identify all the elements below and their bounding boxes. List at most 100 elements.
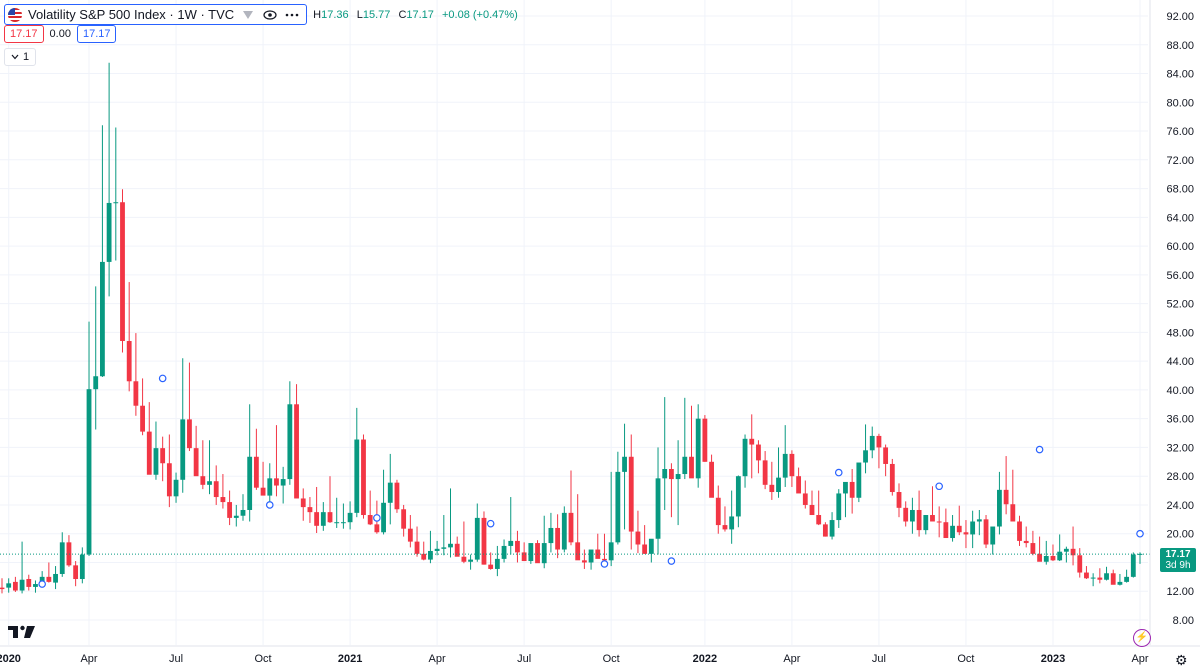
candle bbox=[548, 512, 554, 553]
y-tick-label: 40.00 bbox=[1166, 385, 1194, 397]
candle-body bbox=[762, 460, 768, 485]
candle bbox=[173, 472, 179, 503]
candle bbox=[976, 509, 982, 536]
candle-body bbox=[461, 556, 467, 562]
candle-body bbox=[193, 448, 199, 477]
event-marker bbox=[158, 374, 167, 383]
candle bbox=[253, 428, 259, 490]
gear-icon[interactable]: ⚙ bbox=[1175, 652, 1188, 668]
tradingview-logo-icon[interactable] bbox=[8, 624, 36, 644]
candle-body bbox=[983, 519, 989, 545]
event-marker bbox=[486, 519, 495, 528]
candle-body bbox=[1003, 489, 1009, 505]
y-tick-label: 8.00 bbox=[1173, 615, 1194, 627]
candle-body bbox=[1063, 548, 1069, 552]
y-tick-label: 52.00 bbox=[1166, 299, 1194, 311]
x-tick-label: 2021 bbox=[338, 653, 362, 665]
candle-body bbox=[916, 509, 922, 531]
candle-body bbox=[622, 456, 627, 472]
candle bbox=[220, 474, 226, 509]
candle bbox=[896, 483, 902, 518]
candle-body bbox=[615, 471, 621, 543]
candle-body bbox=[555, 527, 561, 550]
candle bbox=[1077, 548, 1083, 578]
us-flag-icon bbox=[8, 7, 22, 22]
candle-body bbox=[106, 202, 112, 262]
candle bbox=[274, 425, 279, 497]
ohlc-values: H17.36 L15.77 C17.17 +0.08 (+0.47%) bbox=[313, 9, 523, 21]
candle-body bbox=[990, 526, 996, 545]
candle-body bbox=[213, 481, 219, 498]
candle-body bbox=[1070, 548, 1076, 556]
candle bbox=[762, 451, 768, 490]
candle bbox=[160, 436, 166, 482]
candle-body bbox=[407, 528, 413, 542]
candle bbox=[1117, 573, 1123, 586]
ohlc-close-key: C bbox=[398, 8, 407, 21]
candle-body bbox=[856, 462, 862, 498]
candle-body bbox=[588, 549, 594, 563]
candle-body bbox=[816, 515, 822, 525]
candle bbox=[461, 521, 467, 564]
candle bbox=[113, 127, 119, 261]
indicators-collapse-button[interactable]: 1 bbox=[4, 48, 37, 66]
x-tick-label: 2020 bbox=[0, 653, 21, 665]
candle-body bbox=[923, 515, 929, 531]
candle-body bbox=[314, 512, 320, 526]
time-axis: 2020 Apr Jul Oct 2021 Apr Jul Oct 2022 Apr Jul Oct 2… bbox=[0, 645, 1200, 665]
candle bbox=[869, 426, 875, 459]
candle bbox=[950, 515, 955, 542]
candle bbox=[508, 497, 514, 555]
x-tick-label: 2022 bbox=[693, 653, 717, 665]
candle bbox=[454, 536, 460, 557]
candle bbox=[187, 362, 192, 452]
eye-icon[interactable] bbox=[262, 8, 278, 22]
candle-body bbox=[468, 559, 473, 562]
candle bbox=[280, 466, 286, 504]
candle-body bbox=[180, 419, 186, 480]
candle bbox=[287, 381, 293, 485]
candle bbox=[729, 490, 735, 544]
candle bbox=[849, 469, 855, 514]
candle-body bbox=[1124, 576, 1130, 582]
candle bbox=[294, 384, 299, 499]
candle bbox=[213, 465, 219, 505]
candle-body bbox=[200, 476, 206, 485]
candle-body bbox=[822, 524, 828, 537]
candle-body bbox=[6, 583, 12, 588]
candle bbox=[581, 549, 587, 569]
source-badge-icon[interactable] bbox=[240, 8, 256, 22]
candle bbox=[307, 497, 313, 523]
candle bbox=[541, 515, 547, 569]
candle bbox=[863, 424, 868, 474]
candle-body bbox=[1023, 540, 1029, 544]
candle bbox=[829, 512, 835, 540]
candle bbox=[956, 505, 962, 536]
candle bbox=[12, 576, 18, 592]
candle-body bbox=[73, 565, 79, 580]
candle-body bbox=[160, 448, 166, 464]
candle-body bbox=[709, 461, 714, 498]
candle bbox=[414, 526, 420, 557]
candle-body bbox=[829, 520, 835, 537]
candle-body bbox=[669, 469, 674, 480]
candle-body bbox=[307, 507, 313, 513]
more-icon[interactable] bbox=[284, 8, 300, 22]
last-price-tag: 17.17 3d 9h bbox=[1160, 548, 1196, 572]
candle-body bbox=[782, 453, 788, 478]
candle bbox=[889, 458, 895, 496]
candle-body bbox=[1010, 504, 1016, 522]
candle bbox=[140, 378, 145, 436]
candle bbox=[655, 447, 661, 555]
candle bbox=[930, 486, 935, 522]
sell-price-button[interactable]: 17.17 bbox=[4, 25, 44, 43]
lightning-icon[interactable]: ⚡ bbox=[1133, 629, 1151, 647]
candle bbox=[782, 425, 788, 487]
symbol-title-box[interactable]: Volatility S&P 500 Index · 1W · TVC bbox=[4, 4, 308, 25]
candle bbox=[1084, 566, 1089, 580]
candle bbox=[19, 541, 25, 594]
buy-price-button[interactable]: 17.17 bbox=[76, 25, 117, 43]
candle-body bbox=[173, 479, 179, 497]
x-tick-label: Apr bbox=[80, 653, 97, 665]
